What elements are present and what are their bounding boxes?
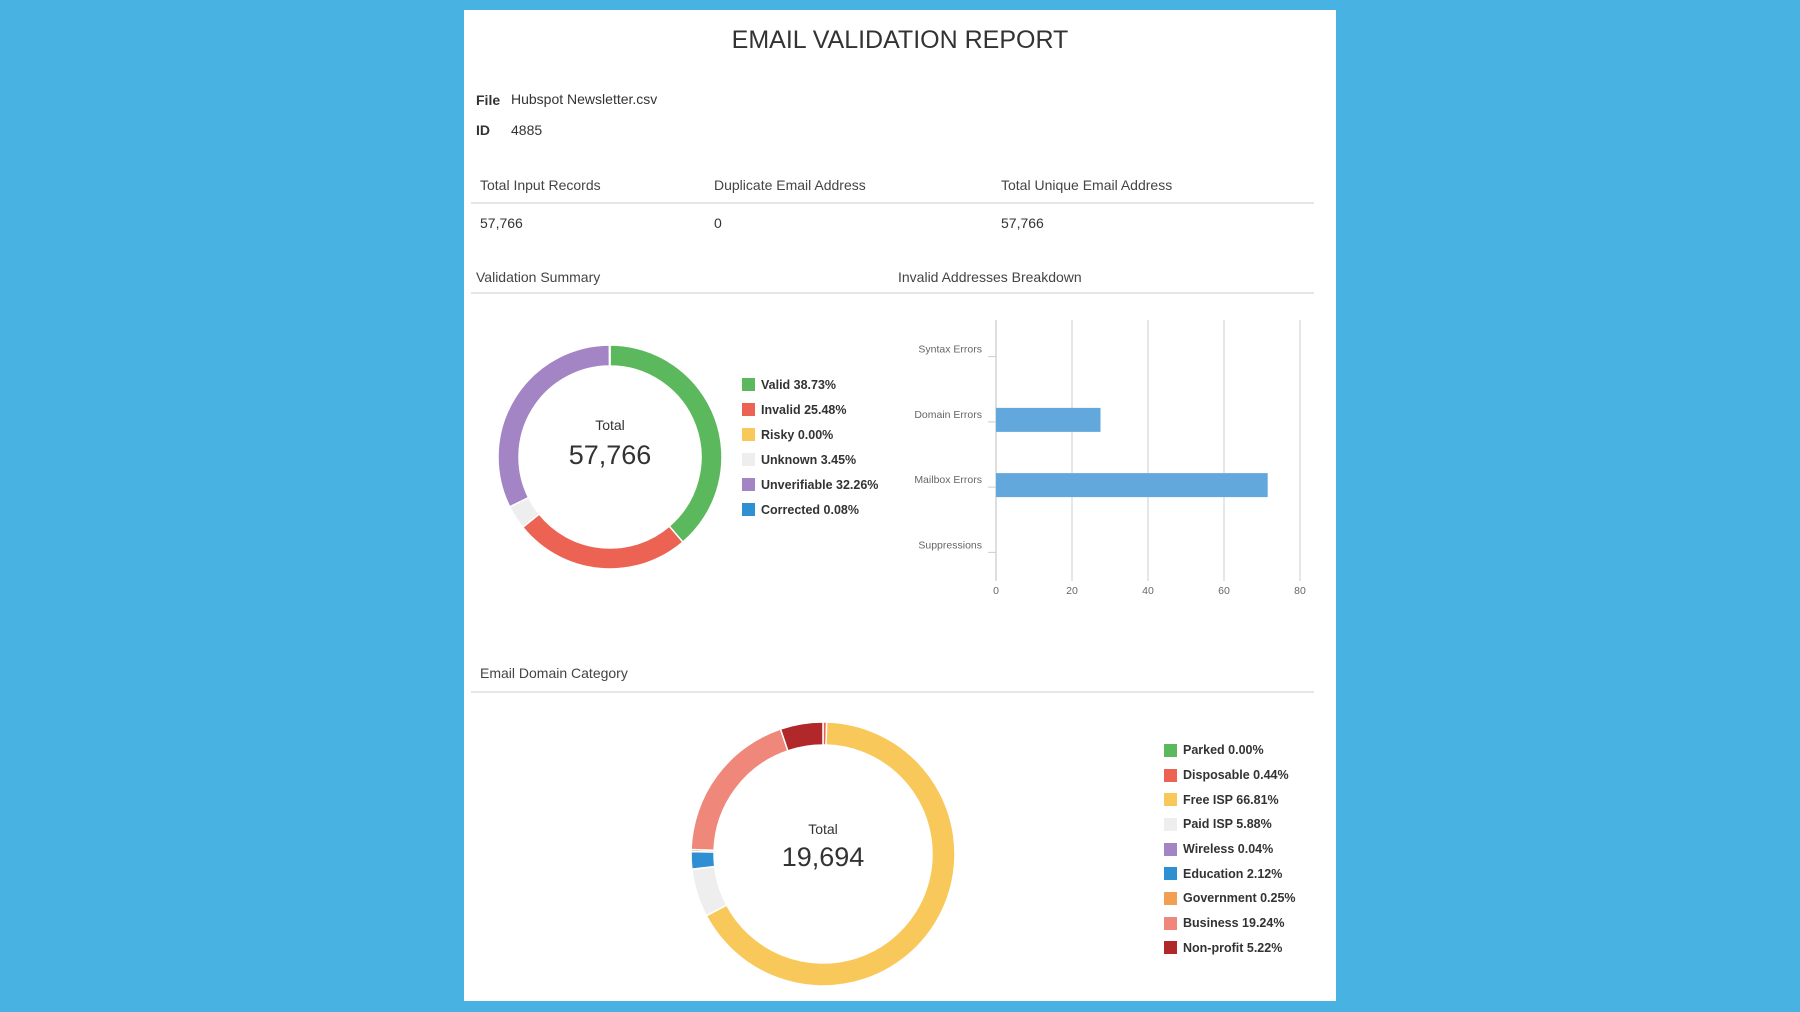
donut1-center-label: Total	[595, 417, 625, 433]
legend-label: Disposable 0.44%	[1183, 768, 1289, 783]
legend-item: Invalid 25.48%	[742, 397, 878, 422]
report-page: EMAIL VALIDATION REPORT File Hubspot New…	[464, 10, 1336, 1001]
domain-divider	[471, 691, 1314, 693]
donut-slice-free-isp	[705, 721, 956, 987]
legend-swatch	[742, 378, 755, 391]
bar-mailbox-errors	[996, 473, 1268, 498]
legend-swatch	[1164, 941, 1177, 955]
table-divider	[471, 202, 1314, 204]
donut-slice-corrected	[608, 344, 611, 367]
donut1-center-value: 57,766	[568, 440, 652, 470]
legend-swatch	[742, 403, 755, 416]
legend-item: Unverifiable 32.26%	[742, 472, 878, 497]
legend-item: Valid 38.73%	[742, 372, 878, 397]
header-unique: Total Unique Email Address	[1001, 177, 1173, 193]
legend-swatch	[1164, 817, 1177, 831]
legend-label: Invalid 25.48%	[761, 402, 847, 417]
legend-swatch	[742, 428, 755, 441]
x-tick-label: 60	[1218, 585, 1230, 597]
legend-label: Wireless 0.04%	[1183, 842, 1274, 857]
donut-slice-education	[690, 850, 716, 870]
legend-item: Paid ISP 5.88%	[1164, 812, 1296, 837]
category-label: Mailbox Errors	[914, 474, 982, 486]
legend-swatch	[742, 478, 755, 491]
section-divider	[471, 292, 1314, 294]
legend-label: Government 0.25%	[1183, 891, 1296, 906]
legend-swatch	[742, 503, 755, 516]
value-total-input: 57,766	[480, 215, 523, 231]
legend-label: Parked 0.00%	[1183, 743, 1264, 758]
invalid-breakdown-bar-chart: 0 20 40 60 80 Syntax Errors Domain Errors Mailb…	[914, 320, 1306, 597]
legend-label: Free ISP 66.81%	[1183, 792, 1279, 807]
file-value: Hubspot Newsletter.csv	[511, 91, 658, 107]
legend-swatch	[1164, 916, 1177, 930]
report-title: EMAIL VALIDATION REPORT	[731, 26, 1069, 54]
donut-slice-non-profit	[779, 721, 824, 752]
legend-swatch	[1164, 891, 1177, 905]
legend-label: Paid ISP 5.88%	[1183, 817, 1272, 832]
legend-item: Education 2.12%	[1164, 861, 1296, 886]
legend-label: Valid 38.73%	[761, 377, 837, 392]
category-label: Suppressions	[918, 539, 982, 551]
file-label: File	[476, 92, 501, 108]
legend-label: Business 19.24%	[1183, 916, 1285, 931]
value-unique: 57,766	[1001, 215, 1044, 231]
header-duplicate: Duplicate Email Address	[714, 177, 866, 193]
legend-item: Unknown 3.45%	[742, 447, 878, 472]
legend-item: Government 0.25%	[1164, 886, 1296, 911]
legend-item: Free ISP 66.81%	[1164, 787, 1296, 812]
legend-swatch	[1164, 793, 1177, 807]
legend-item: Risky 0.00%	[742, 422, 878, 447]
donut2-center-label: Total	[808, 821, 838, 837]
header-total-input: Total Input Records	[480, 177, 601, 193]
x-tick-label: 40	[1142, 585, 1154, 597]
donut-slice-paid-isp	[691, 865, 728, 917]
bar-domain-errors	[996, 407, 1101, 432]
legend-swatch	[1164, 768, 1177, 782]
legend-item: Disposable 0.44%	[1164, 763, 1296, 788]
legend-label: Non-profit 5.22%	[1183, 940, 1283, 955]
value-duplicate: 0	[714, 215, 722, 231]
legend-label: Risky 0.00%	[761, 427, 834, 442]
legend-label: Unknown 3.45%	[761, 452, 857, 467]
domain-donut-chart	[690, 721, 956, 987]
legend-item: Parked 0.00%	[1164, 738, 1296, 763]
validation-legend: Valid 38.73% Invalid 25.48% Risky 0.00% Unk…	[742, 372, 878, 522]
legend-item: Corrected 0.08%	[742, 497, 878, 522]
legend-label: Corrected 0.08%	[761, 502, 859, 517]
domain-legend: Parked 0.00% Disposable 0.44% Free ISP 66.…	[1164, 738, 1296, 960]
id-label: ID	[476, 122, 490, 138]
validation-donut-chart	[497, 344, 723, 570]
legend-swatch	[1164, 842, 1177, 856]
legend-item: Wireless 0.04%	[1164, 837, 1296, 862]
legend-label: Education 2.12%	[1183, 866, 1283, 881]
legend-swatch	[742, 453, 755, 466]
invalid-breakdown-heading: Invalid Addresses Breakdown	[898, 269, 1082, 285]
id-value: 4885	[511, 122, 543, 138]
category-label: Domain Errors	[914, 409, 982, 421]
legend-swatch	[1164, 867, 1177, 881]
x-tick-label: 0	[993, 585, 999, 597]
domain-category-heading: Email Domain Category	[480, 665, 628, 681]
category-label: Syntax Errors	[918, 344, 982, 356]
legend-item: Non-profit 5.22%	[1164, 936, 1296, 961]
donut-slice-invalid	[521, 513, 684, 570]
legend-label: Unverifiable 32.26%	[761, 477, 879, 492]
legend-swatch	[1164, 743, 1177, 757]
x-tick-label: 20	[1066, 585, 1078, 597]
x-tick-label: 80	[1294, 585, 1306, 597]
legend-item: Business 19.24%	[1164, 911, 1296, 936]
validation-summary-heading: Validation Summary	[476, 269, 601, 285]
donut2-center-value: 19,694	[781, 842, 865, 872]
